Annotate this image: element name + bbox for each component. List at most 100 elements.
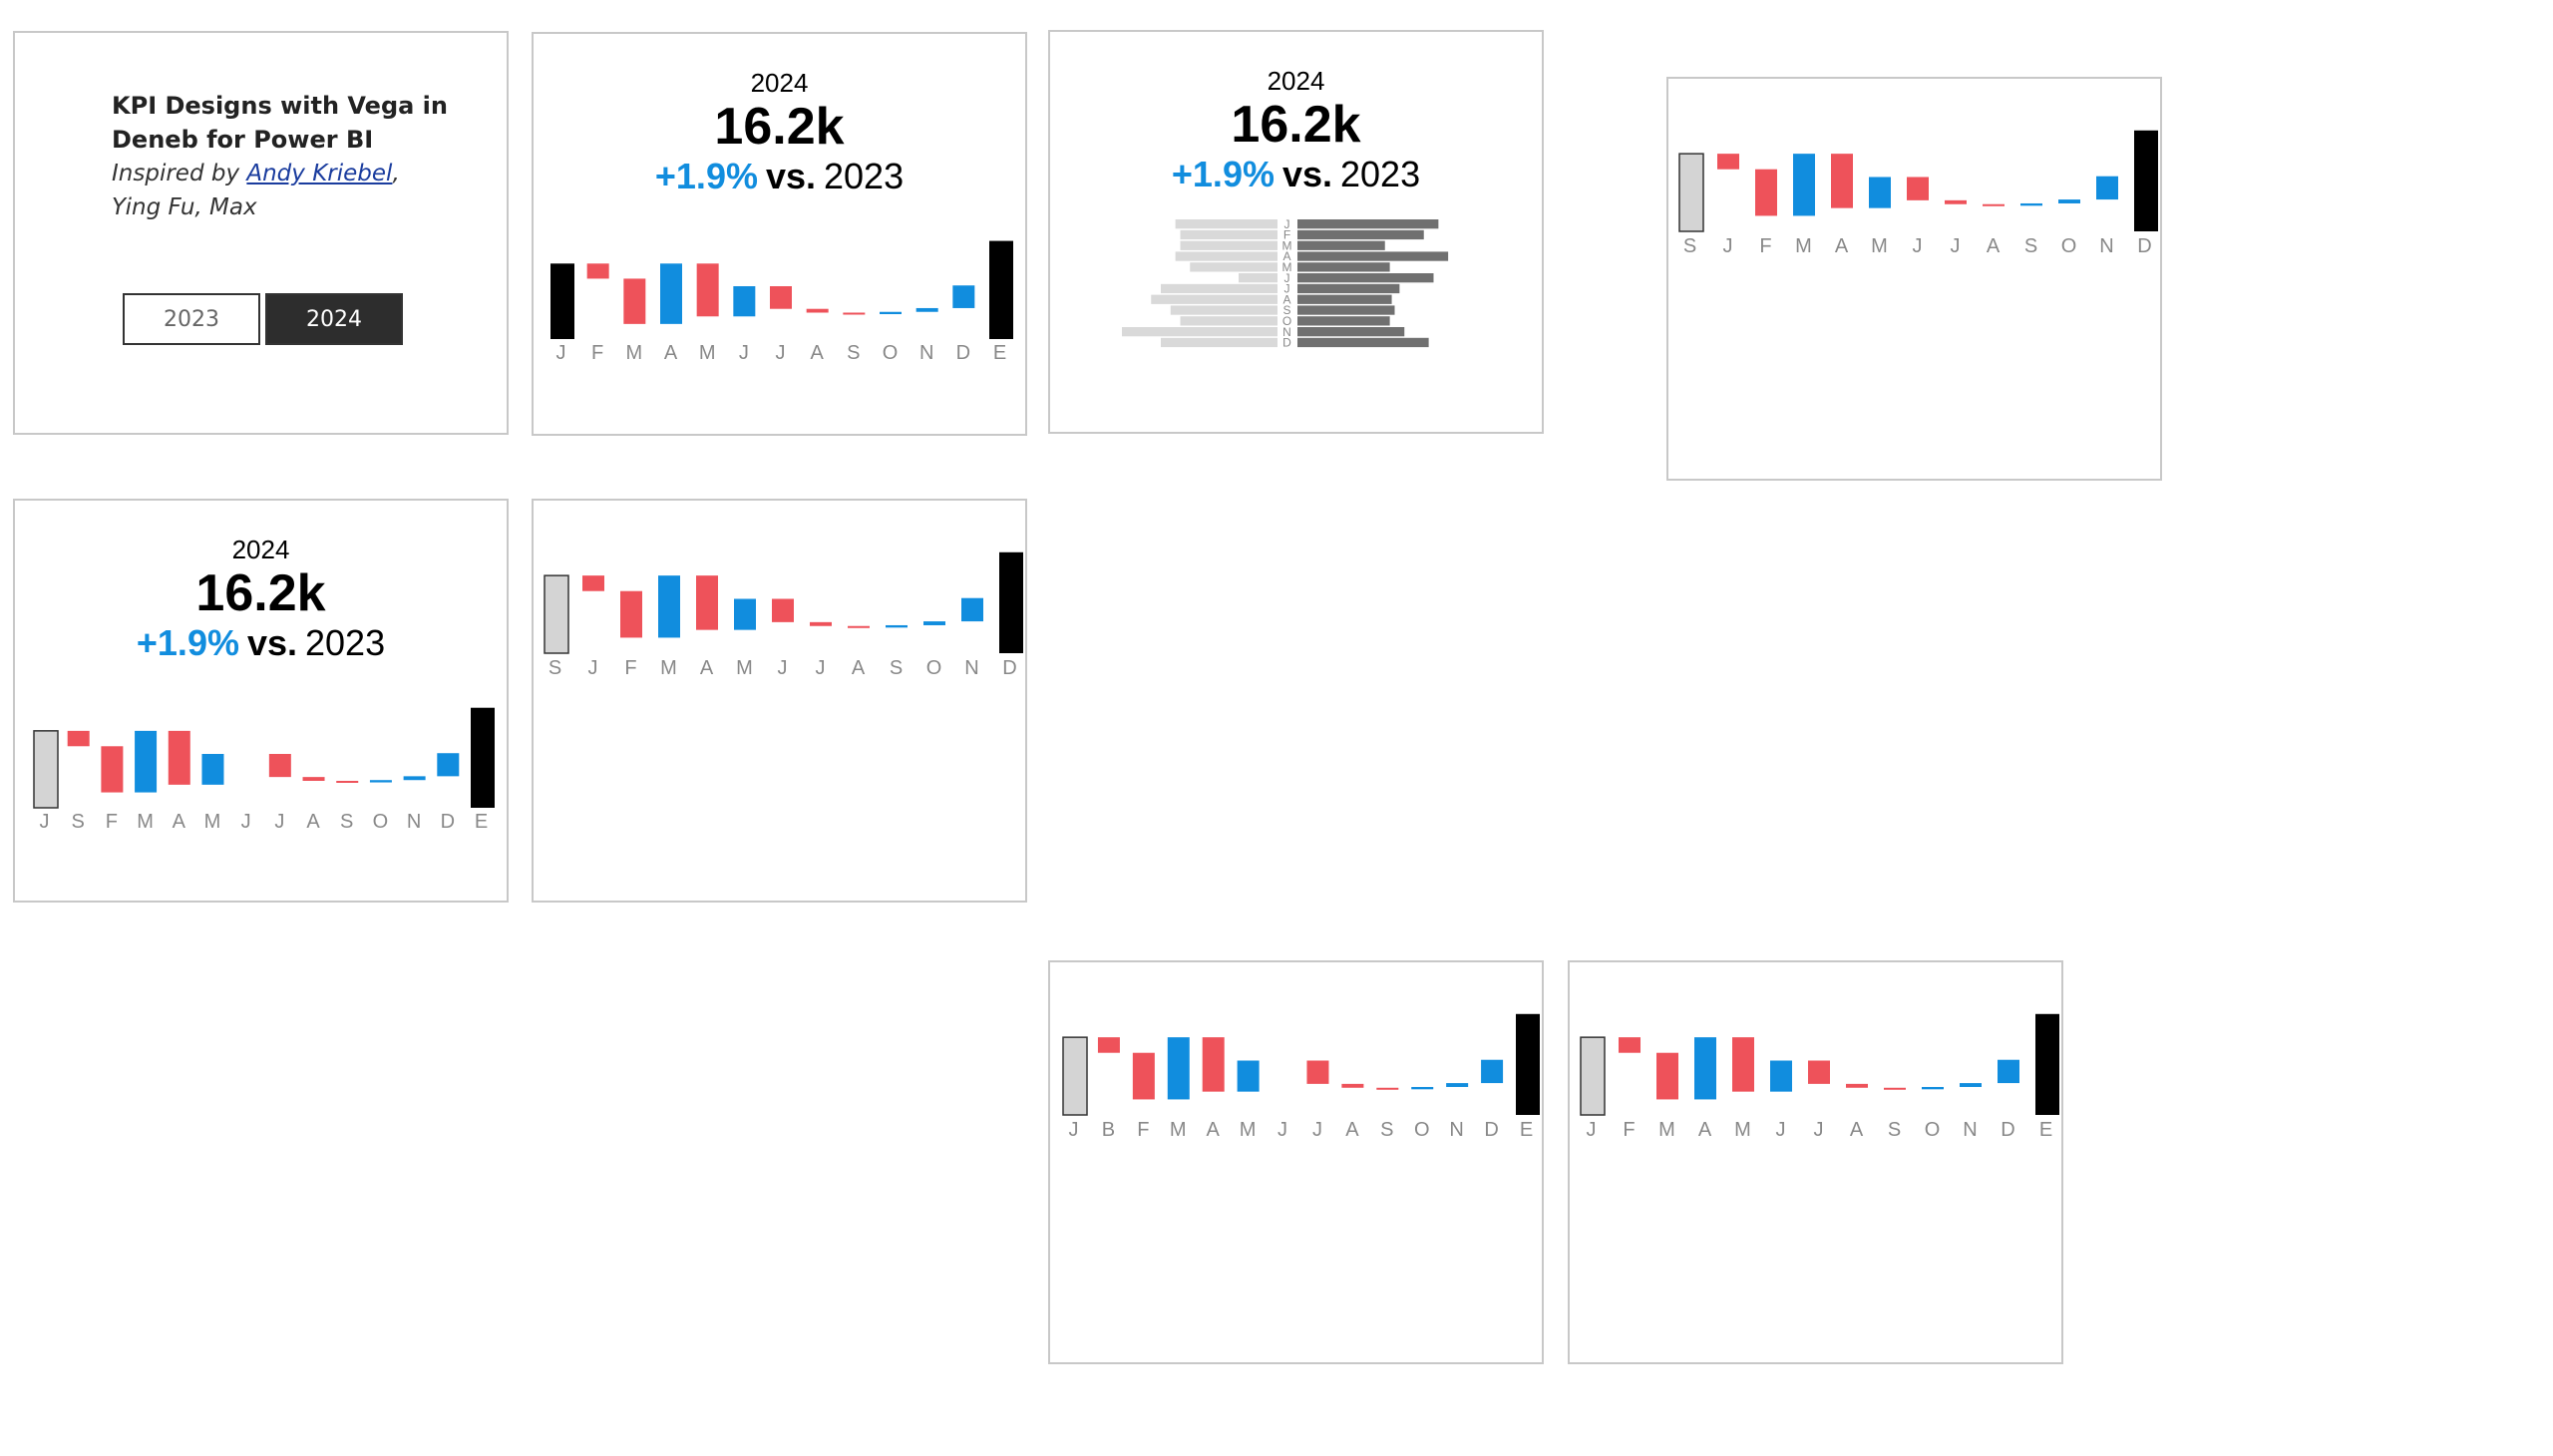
- butterfly-bar-previous: [1151, 294, 1277, 304]
- axis-tick-label: O: [883, 342, 900, 364]
- axis-tick-label: J: [1723, 235, 1734, 257]
- butterfly-bar-previous: [1161, 337, 1277, 348]
- butterfly-bar-previous: [1190, 262, 1277, 272]
- andy-kriebel-link[interactable]: Andy Kriebel: [246, 161, 393, 186]
- waterfall-bar-pos: [1922, 1086, 1944, 1090]
- axis-tick-label: A: [173, 811, 186, 833]
- axis-tick-label: F: [106, 811, 119, 833]
- butterfly-bar-current: [1297, 294, 1392, 304]
- axis-tick-label: E: [2039, 1119, 2053, 1141]
- butterfly-month-label: J: [1284, 282, 1291, 296]
- waterfall-bar-pos: [1869, 177, 1891, 208]
- axis-tick-label: M: [1658, 1119, 1676, 1141]
- axis-tick-label: D: [1484, 1119, 1499, 1141]
- axis-tick-label: S: [890, 657, 904, 679]
- waterfall-bar-pos: [961, 597, 983, 622]
- inspired-suffix: ,: [392, 161, 400, 186]
- waterfall-bar-pos: [1960, 1083, 1982, 1087]
- butterfly-month-label: A: [1282, 292, 1291, 306]
- butterfly-bar-previous: [1175, 219, 1277, 229]
- axis-tick-label: S: [1888, 1119, 1902, 1141]
- waterfall-bar-start: [544, 574, 569, 654]
- axis-tick-label: A: [1850, 1119, 1864, 1141]
- waterfall-bar-neg: [1656, 1052, 1678, 1100]
- title-block: KPI Designs with Vega in Deneb for Power…: [112, 89, 461, 224]
- kpi-block-5: 2024 16.2k +1.9% vs. 2023: [15, 535, 507, 664]
- axis-tick-label: M: [204, 811, 222, 833]
- axis-tick-label: D: [2137, 235, 2152, 257]
- waterfall-bar-pos: [1694, 1037, 1716, 1100]
- axis-tick-label: M: [137, 811, 155, 833]
- butterfly-bar-previous: [1122, 327, 1277, 337]
- kpi-vs: vs.: [765, 156, 817, 196]
- waterfall-bar-neg: [1306, 1060, 1329, 1084]
- axis-tick-label: S: [1683, 235, 1697, 257]
- waterfall-bar-neg: [1846, 1083, 1868, 1088]
- waterfall-bar-pos: [403, 776, 426, 781]
- waterfall-bar-pos: [658, 575, 680, 638]
- axis-tick-label: M: [1170, 1119, 1188, 1141]
- toggle-2023-button[interactable]: 2023: [123, 293, 260, 345]
- waterfall-bar-neg: [1755, 169, 1777, 216]
- butterfly-bar-current: [1297, 283, 1400, 294]
- axis-tick-label: A: [700, 657, 714, 679]
- kpi-compare-year: 2023: [824, 156, 905, 196]
- waterfall-bar-neg: [806, 308, 829, 313]
- waterfall-bar-pos: [915, 307, 938, 312]
- axis-tick-label: J: [1776, 1119, 1787, 1141]
- waterfall-bar-neg: [1945, 199, 1967, 204]
- waterfall-bar-start: [1062, 1036, 1088, 1116]
- axis-tick-label: S: [548, 657, 562, 679]
- axis-tick-label: J: [588, 657, 599, 679]
- waterfall-bar-neg: [168, 730, 190, 785]
- waterfall-bar-pos: [886, 624, 908, 628]
- waterfall-bar-start: [1580, 1036, 1606, 1116]
- waterfall-bar-neg: [1983, 203, 2005, 206]
- waterfall-bar-pos: [201, 754, 224, 785]
- waterfall-bar-pos: [2020, 202, 2042, 206]
- waterfall-bar-pos: [1411, 1086, 1434, 1090]
- waterfall-bar-neg: [696, 263, 719, 317]
- kpi-value-3: 16.2k: [1231, 96, 1361, 154]
- axis-tick-label: D: [1002, 657, 1017, 679]
- toggle-2024-button[interactable]: 2024: [265, 293, 403, 345]
- butterfly-month-label: A: [1282, 249, 1291, 263]
- axis-tick-label: M: [699, 342, 717, 364]
- kpi-compare-year-5: 2023: [305, 622, 386, 663]
- waterfall-bar-neg: [1097, 1037, 1120, 1053]
- axis-tick-label: J: [274, 811, 285, 833]
- axis-tick-label: N: [964, 657, 979, 679]
- waterfall-bar-pos: [1998, 1059, 2019, 1084]
- waterfall-bar-end: [989, 240, 1013, 339]
- waterfall-bar-neg: [623, 278, 646, 324]
- waterfall-bar-end: [1516, 1013, 1540, 1115]
- axis-tick-label: A: [1345, 1119, 1359, 1141]
- waterfall-bar-neg: [848, 625, 870, 628]
- waterfall-bar-pos: [952, 285, 975, 308]
- credits: Inspired by Andy Kriebel, Ying Fu, Max: [112, 157, 461, 224]
- axis-tick-label: F: [1137, 1119, 1150, 1141]
- waterfall-bar-neg: [1907, 177, 1929, 200]
- waterfall-bar-neg: [1619, 1037, 1641, 1053]
- kpi-vs-3: vs.: [1281, 154, 1333, 194]
- butterfly-bar-current: [1297, 305, 1395, 315]
- axis-tick-label: O: [1414, 1119, 1431, 1141]
- butterfly-month-label: F: [1283, 228, 1291, 242]
- butterfly-bar-previous: [1180, 316, 1277, 326]
- butterfly-month-label: M: [1282, 238, 1293, 252]
- axis-tick-label: M: [1871, 235, 1889, 257]
- inspired-prefix: Inspired by: [112, 161, 247, 186]
- axis-tick-label: M: [1795, 235, 1813, 257]
- page-title: KPI Designs with Vega in Deneb for Power…: [112, 92, 448, 154]
- axis-tick-label: F: [1759, 235, 1772, 257]
- waterfall-bar-pos: [1770, 1060, 1792, 1092]
